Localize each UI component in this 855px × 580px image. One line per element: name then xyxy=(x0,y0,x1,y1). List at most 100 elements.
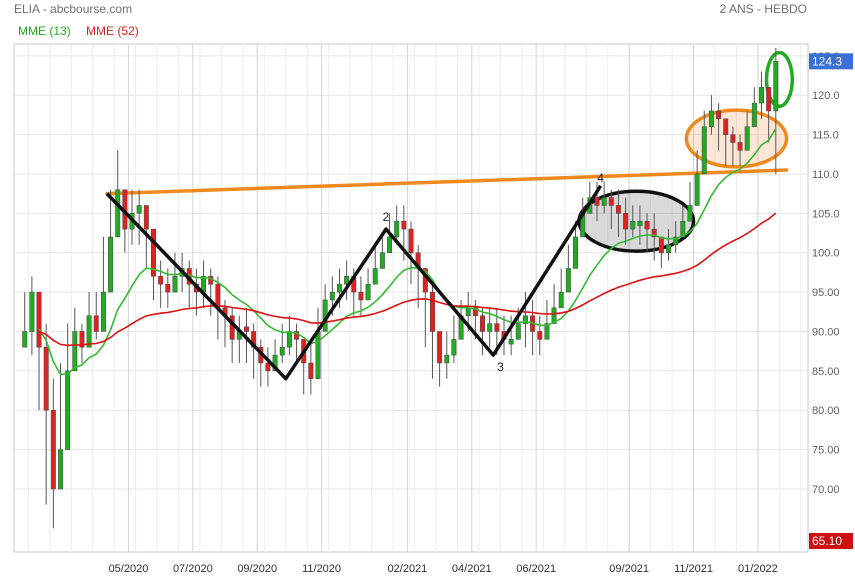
candle xyxy=(279,323,285,363)
candle-body-up xyxy=(508,339,514,345)
candle xyxy=(701,110,707,175)
candle-body-up xyxy=(487,323,493,332)
candles xyxy=(22,47,779,529)
candle xyxy=(708,95,714,135)
candle-body-up xyxy=(630,220,636,230)
y-tick-label: 70.00 xyxy=(812,484,840,496)
candle xyxy=(601,181,607,214)
x-tick-label: 09/2021 xyxy=(609,563,649,575)
candle-body-up xyxy=(708,110,714,127)
candle-body-up xyxy=(58,449,63,490)
candle-body-down xyxy=(79,331,85,348)
x-tick-label: 02/2021 xyxy=(388,563,428,575)
candle xyxy=(72,307,78,372)
candle-body-up xyxy=(637,220,643,227)
candle xyxy=(229,307,235,363)
y-tick-label: 90.00 xyxy=(812,326,840,338)
candle xyxy=(694,150,700,206)
candle-body-down xyxy=(158,276,164,285)
candle-body-down xyxy=(594,197,600,206)
candle xyxy=(115,150,121,238)
candle xyxy=(730,126,736,167)
candle xyxy=(608,189,614,230)
candle xyxy=(36,291,42,411)
y-tick-label: 110.0 xyxy=(812,169,839,181)
candle-body-up xyxy=(680,220,686,238)
candle xyxy=(358,276,364,316)
candle-body-up xyxy=(451,339,457,356)
candle xyxy=(408,221,414,285)
moving-average-layer xyxy=(38,128,777,376)
candle-body-up xyxy=(344,276,350,285)
candle-body-up xyxy=(701,126,707,175)
candle-body-down xyxy=(623,213,629,230)
candle xyxy=(673,221,679,253)
candle xyxy=(143,205,149,269)
candle-body-up xyxy=(694,173,700,206)
candle xyxy=(615,189,621,237)
candle xyxy=(558,268,564,309)
candle-body-up xyxy=(65,370,71,450)
candle-body-down xyxy=(408,228,414,253)
candle xyxy=(244,307,249,363)
candle-body-up xyxy=(22,331,28,348)
candle xyxy=(651,213,657,261)
candle xyxy=(551,284,557,324)
y-tick-label: 80.00 xyxy=(812,405,840,417)
candle xyxy=(759,71,764,119)
candle xyxy=(86,292,92,348)
x-tick-label: 04/2021 xyxy=(452,563,492,575)
candle xyxy=(22,292,28,348)
candle xyxy=(644,213,650,253)
candle-body-up xyxy=(394,220,400,238)
grid xyxy=(13,43,809,553)
x-tick-label: 11/2020 xyxy=(302,563,341,575)
candle xyxy=(186,260,192,308)
last-price-badge: 124.3 xyxy=(809,53,853,70)
pattern-point-label: 4 xyxy=(597,171,604,185)
candle-body-up xyxy=(515,323,521,340)
candle xyxy=(58,362,63,490)
candle-body-down xyxy=(608,197,614,206)
candle-body-up xyxy=(551,307,557,324)
legend: MME (13) MME (52) xyxy=(18,24,151,38)
candle xyxy=(737,134,743,167)
low-price-badge: 65.10 xyxy=(809,532,853,549)
candle-body-down xyxy=(737,142,743,151)
candle-body-down xyxy=(143,205,149,230)
candle-body-down xyxy=(651,228,657,238)
y-tick-label: 100.0 xyxy=(812,248,840,260)
candle xyxy=(158,260,164,308)
candle xyxy=(680,205,686,238)
candle xyxy=(308,339,314,395)
candle-body-up xyxy=(86,315,92,348)
candle-body-up xyxy=(744,126,750,151)
candle xyxy=(429,284,435,379)
chart-source-title: ELIA - abcbourse.com xyxy=(14,2,133,16)
resistance-trend-line xyxy=(105,168,789,196)
candle xyxy=(136,189,142,245)
candle-body-down xyxy=(165,283,171,293)
candle-body-up xyxy=(72,331,78,372)
candle-body-down xyxy=(265,362,271,372)
breakout-ellipse xyxy=(684,108,789,169)
candle-body-down xyxy=(480,315,485,332)
candle-body-down xyxy=(537,331,543,340)
candle xyxy=(530,299,536,356)
candle xyxy=(480,307,485,356)
candle-body-up xyxy=(279,346,285,356)
last-price-badge-text: 124.3 xyxy=(812,54,842,68)
y-tick-label: 105.0 xyxy=(812,208,840,220)
candle-body-down xyxy=(472,307,478,316)
candle xyxy=(451,315,457,363)
candle xyxy=(394,205,400,245)
y-tick-label: 95.00 xyxy=(812,287,840,299)
candle xyxy=(100,236,106,332)
candle-body-down xyxy=(50,409,56,490)
last-price-badge-bg xyxy=(809,53,853,70)
candle-body-up xyxy=(136,205,142,214)
candle-body-down xyxy=(658,236,664,253)
x-tick-label: 09/2020 xyxy=(237,563,277,575)
candle xyxy=(122,189,128,253)
